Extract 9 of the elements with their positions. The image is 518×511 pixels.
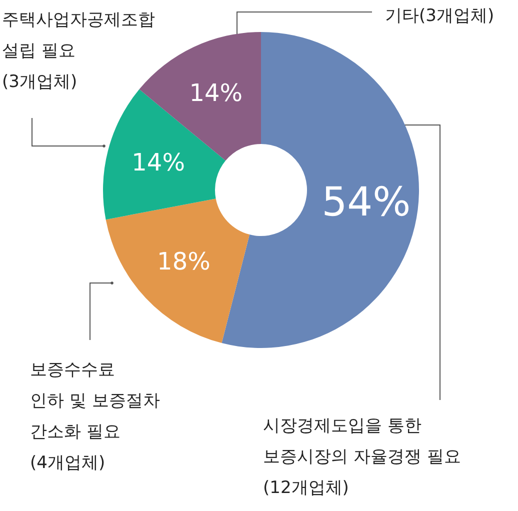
data-label: 18% (157, 248, 210, 276)
data-label: 14% (189, 79, 243, 108)
donut-slice (106, 198, 250, 344)
slice-label: 보증수수료 인하 및 보증절차 간소화 필요 (4개업체) (30, 360, 160, 473)
slice-label: 시장경제도입을 통한 보증시장의 자율경쟁 필요 (12개업체) (263, 416, 461, 498)
data-label: 14% (132, 148, 185, 177)
slice-label: 기타(3개업체) (385, 6, 494, 26)
slice-label: 주택사업자공제조합 설립 필요 (3개업체) (2, 10, 155, 92)
data-label: 54% (322, 179, 411, 226)
